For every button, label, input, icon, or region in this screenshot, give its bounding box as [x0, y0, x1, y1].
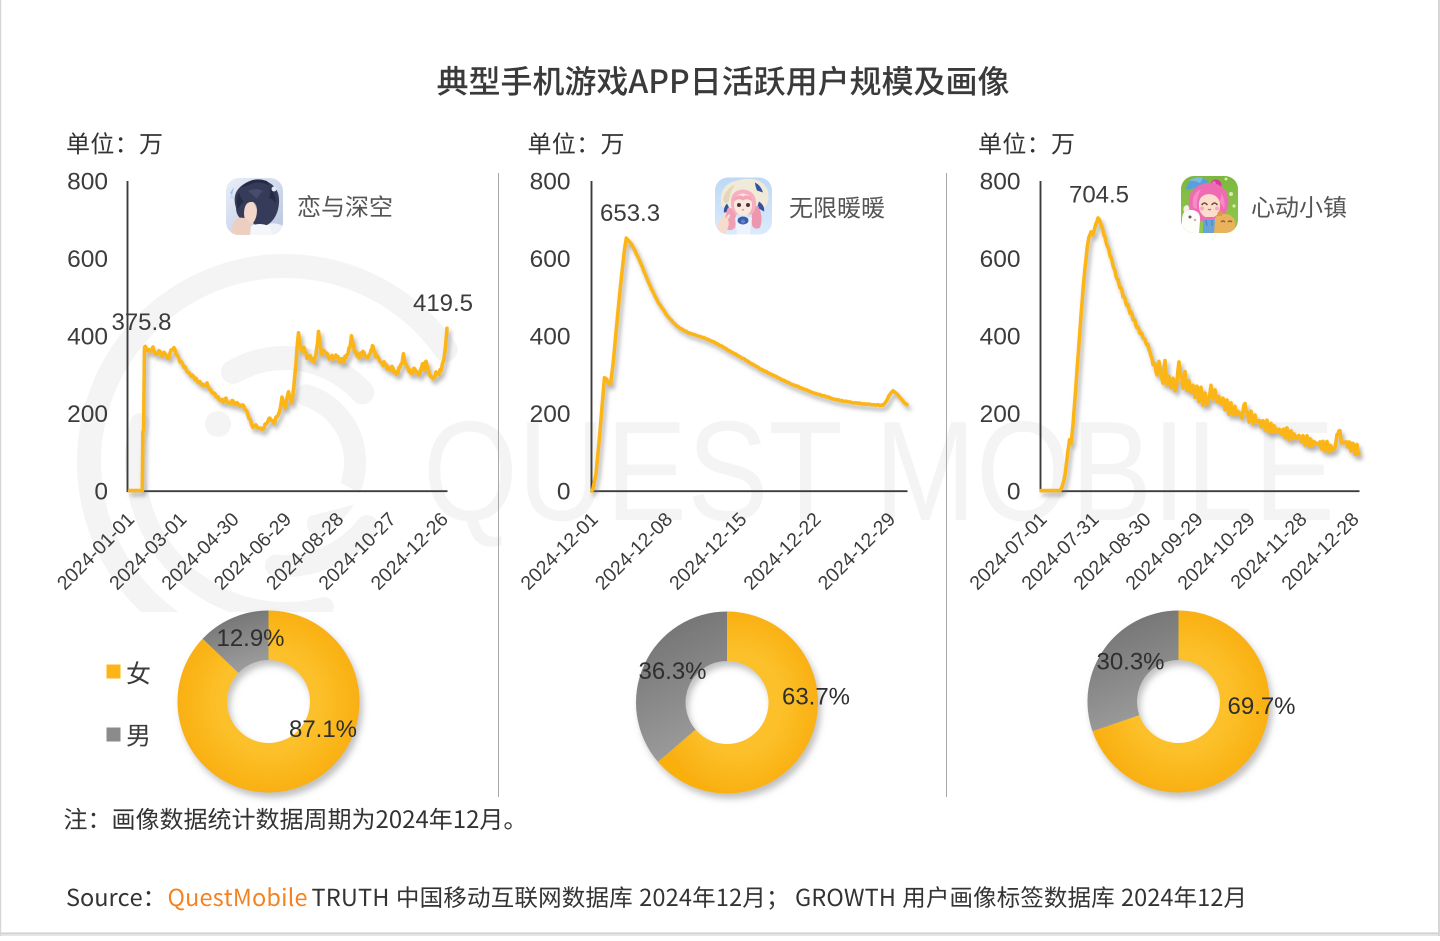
- svg-text:200: 200: [530, 401, 571, 428]
- svg-text:200: 200: [980, 401, 1021, 428]
- svg-text:63.7%: 63.7%: [782, 684, 850, 711]
- svg-text:600: 600: [67, 246, 108, 273]
- svg-text:36.3%: 36.3%: [638, 658, 706, 685]
- svg-text:400: 400: [530, 324, 571, 351]
- svg-text:800: 800: [530, 169, 571, 196]
- svg-text:87.1%: 87.1%: [289, 716, 357, 743]
- svg-text:QUEST MOBILE: QUEST MOBILE: [423, 392, 1335, 551]
- svg-text:704.5: 704.5: [1069, 182, 1129, 209]
- svg-text:600: 600: [980, 246, 1021, 273]
- svg-text:600: 600: [530, 246, 571, 273]
- svg-text:400: 400: [980, 324, 1021, 351]
- svg-text:0: 0: [1007, 479, 1021, 506]
- svg-text:200: 200: [67, 401, 108, 428]
- svg-text:400: 400: [67, 324, 108, 351]
- svg-text:0: 0: [94, 479, 108, 506]
- svg-text:0: 0: [557, 479, 571, 506]
- svg-text:419.5: 419.5: [413, 290, 473, 317]
- svg-text:30.3%: 30.3%: [1096, 649, 1164, 676]
- svg-text:800: 800: [67, 169, 108, 196]
- svg-text:800: 800: [980, 169, 1021, 196]
- svg-text:12.9%: 12.9%: [216, 625, 284, 652]
- svg-text:375.8: 375.8: [111, 309, 171, 336]
- svg-text:653.3: 653.3: [600, 200, 660, 227]
- svg-text:69.7%: 69.7%: [1227, 693, 1295, 720]
